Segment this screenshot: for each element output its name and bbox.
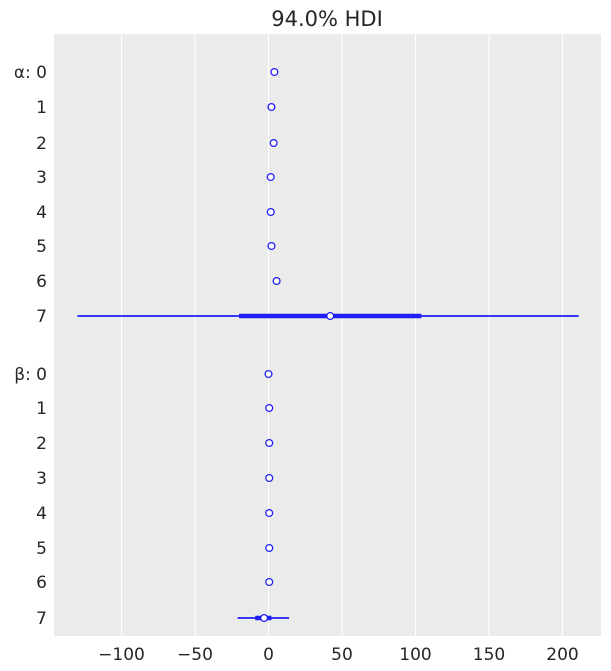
y-tick-label: 6 — [36, 272, 47, 292]
y-tick-label: 6 — [36, 573, 47, 593]
x-tick-label: 100 — [399, 645, 431, 665]
y-tick-label: β: 0 — [14, 365, 47, 385]
median-point — [266, 207, 275, 217]
x-tick-label: −100 — [98, 645, 145, 665]
median-point — [266, 172, 275, 182]
median-point — [267, 241, 276, 251]
grid-lines — [121, 34, 563, 636]
median-point — [265, 577, 274, 587]
y-tick-label: 2 — [36, 134, 47, 154]
y-tick-label: 5 — [36, 237, 47, 257]
y-tick-label: 4 — [36, 504, 47, 524]
x-tick-label: −50 — [177, 645, 213, 665]
y-tick-label: 1 — [36, 98, 47, 118]
data-marks — [77, 67, 579, 623]
median-point — [269, 138, 278, 148]
x-tick-label: 50 — [331, 645, 353, 665]
median-point — [265, 543, 274, 553]
y-tick-label: 7 — [36, 609, 47, 629]
median-point — [260, 613, 269, 623]
y-tick-label: 3 — [36, 469, 47, 489]
y-tick-labels: α: 0 1 2 3 4 5 6 7 β: 0 1 2 3 4 5 6 7 — [14, 63, 47, 629]
median-point — [265, 403, 274, 413]
median-point — [265, 508, 274, 518]
x-tick-label: 150 — [473, 645, 505, 665]
x-tick-labels: −100 −50 0 50 100 150 200 — [98, 645, 579, 665]
median-point — [264, 369, 273, 379]
y-tick-label: 3 — [36, 168, 47, 188]
chart-title: 94.0% HDI — [271, 7, 383, 31]
y-tick-label: 1 — [36, 399, 47, 419]
median-point — [265, 473, 274, 483]
median-point — [272, 276, 281, 286]
median-point — [265, 438, 274, 448]
plot-background — [54, 34, 601, 636]
y-tick-label: 7 — [36, 307, 47, 327]
y-tick-label: α: 0 — [14, 63, 47, 83]
median-point — [326, 311, 335, 321]
y-tick-label: 5 — [36, 539, 47, 559]
y-tick-label: 2 — [36, 434, 47, 454]
x-tick-label: 200 — [546, 645, 578, 665]
y-tick-label: 4 — [36, 203, 47, 223]
median-point — [270, 67, 279, 77]
median-point — [267, 102, 276, 112]
x-tick-label: 0 — [263, 645, 274, 665]
